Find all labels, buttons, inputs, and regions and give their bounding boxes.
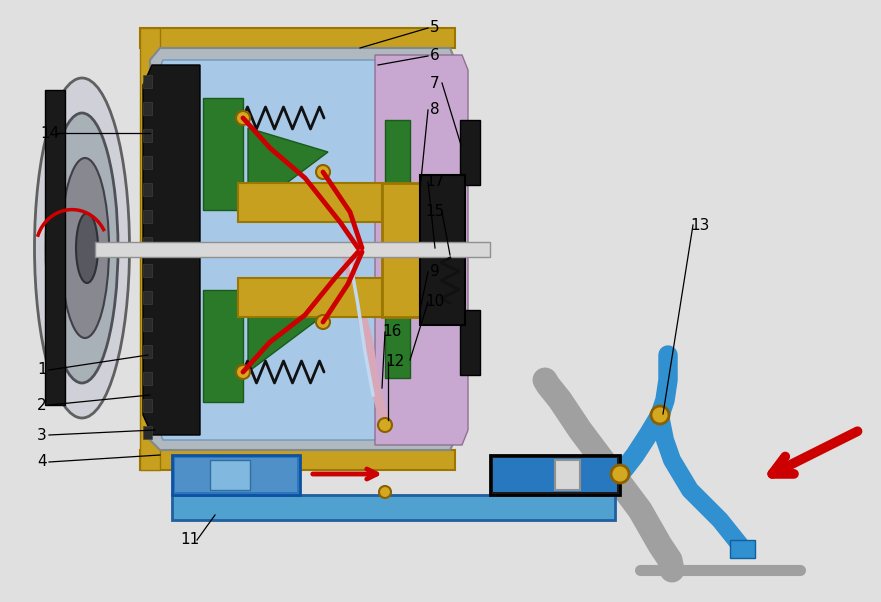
Polygon shape [460, 310, 480, 375]
Polygon shape [143, 65, 200, 435]
Polygon shape [143, 210, 152, 223]
Polygon shape [248, 288, 328, 372]
Polygon shape [203, 98, 243, 210]
Polygon shape [143, 237, 152, 250]
Polygon shape [172, 455, 300, 495]
Ellipse shape [46, 113, 118, 383]
Polygon shape [143, 183, 152, 196]
Text: 17: 17 [426, 175, 445, 190]
Polygon shape [143, 372, 152, 385]
Ellipse shape [61, 158, 109, 338]
Polygon shape [45, 90, 65, 405]
Polygon shape [493, 458, 617, 492]
Circle shape [236, 111, 250, 125]
Polygon shape [490, 455, 620, 495]
Text: 12: 12 [385, 355, 404, 370]
Text: 11: 11 [181, 533, 200, 547]
Polygon shape [143, 156, 152, 169]
Polygon shape [143, 399, 152, 412]
Text: 10: 10 [426, 294, 445, 309]
Polygon shape [382, 183, 420, 317]
Circle shape [316, 315, 330, 329]
Polygon shape [730, 540, 755, 558]
Text: 7: 7 [430, 75, 440, 90]
Circle shape [651, 406, 669, 424]
Text: 4: 4 [37, 455, 47, 470]
Polygon shape [143, 75, 152, 88]
Text: 5: 5 [430, 20, 440, 36]
Polygon shape [248, 128, 328, 212]
Polygon shape [140, 450, 455, 470]
Polygon shape [420, 175, 465, 325]
Polygon shape [143, 129, 152, 142]
Text: 3: 3 [37, 427, 47, 442]
Text: 13: 13 [691, 217, 710, 232]
Text: 15: 15 [426, 205, 445, 220]
Polygon shape [143, 291, 152, 304]
Polygon shape [460, 120, 480, 185]
Polygon shape [140, 28, 160, 470]
Polygon shape [143, 426, 152, 439]
Text: 2: 2 [37, 397, 47, 412]
Polygon shape [143, 264, 152, 277]
Text: 16: 16 [382, 324, 402, 340]
Text: 14: 14 [41, 125, 60, 140]
Polygon shape [385, 120, 410, 188]
Polygon shape [238, 278, 382, 317]
Polygon shape [153, 60, 387, 440]
Circle shape [236, 365, 250, 379]
Polygon shape [143, 318, 152, 331]
Polygon shape [375, 55, 468, 445]
Circle shape [379, 486, 391, 498]
Circle shape [611, 465, 629, 483]
Circle shape [378, 418, 392, 432]
Polygon shape [555, 460, 580, 490]
Ellipse shape [34, 78, 130, 418]
Polygon shape [210, 460, 250, 490]
Polygon shape [143, 102, 152, 115]
Polygon shape [238, 183, 382, 222]
Polygon shape [95, 242, 490, 257]
Polygon shape [203, 290, 243, 402]
Text: 1: 1 [37, 362, 47, 377]
Ellipse shape [76, 213, 98, 283]
Polygon shape [385, 312, 410, 378]
Text: 8: 8 [430, 102, 440, 117]
Circle shape [316, 165, 330, 179]
Polygon shape [140, 28, 455, 48]
Polygon shape [175, 458, 297, 492]
Polygon shape [143, 345, 152, 358]
Text: 6: 6 [430, 49, 440, 63]
Text: 9: 9 [430, 264, 440, 279]
Polygon shape [172, 495, 615, 520]
Polygon shape [150, 48, 455, 450]
